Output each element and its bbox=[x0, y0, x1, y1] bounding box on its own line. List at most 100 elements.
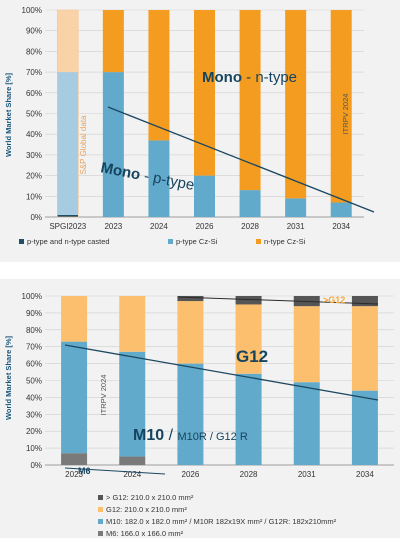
chart-1-itrpv-note: ITRPV 2024 bbox=[341, 94, 350, 135]
legend-label: p-type and n-type casted bbox=[27, 237, 110, 246]
bar-segment bbox=[235, 304, 262, 374]
y-tick-label: 0% bbox=[30, 461, 42, 470]
legend-swatch bbox=[98, 495, 103, 500]
m10-label: M10 / M10R / G12 R bbox=[133, 427, 248, 444]
bar-segment bbox=[177, 363, 204, 465]
chart-1-bars bbox=[56, 9, 352, 218]
y-tick-label: 10% bbox=[26, 192, 42, 201]
y-tick-label: 50% bbox=[26, 110, 42, 119]
mono-n-type-bold: Mono bbox=[202, 69, 242, 86]
bar-segment bbox=[61, 453, 88, 465]
chart-2: 0% 10% 20% 30% 40% 50% 60% 70% 80% 90% 100% 2023 202… bbox=[0, 279, 400, 538]
y-tick-label: 90% bbox=[26, 309, 42, 318]
bar-segment bbox=[194, 10, 215, 176]
y-tick-label: 100% bbox=[22, 292, 42, 301]
legend-label: n-type Cz-Si bbox=[264, 237, 306, 246]
y-tick-label: 70% bbox=[26, 68, 42, 77]
chart-2-y-axis-label: World Market Share [%] bbox=[4, 335, 13, 420]
x-tick-label: 2024 bbox=[123, 470, 141, 479]
gt-g12-trend-line bbox=[177, 296, 379, 305]
bar-segment bbox=[285, 10, 307, 199]
chart-2-gridlines bbox=[45, 295, 394, 466]
bar-segment bbox=[235, 296, 262, 305]
y-tick-label: 70% bbox=[26, 343, 42, 352]
m10-sep: / bbox=[164, 427, 177, 444]
chart-1: 0% 10% 20% 30% 40% 50% 60% 70% 80% 90% 100% SPGI202… bbox=[0, 0, 400, 262]
legend-label: M6: 166.0 x 166.0 mm² bbox=[106, 529, 184, 538]
y-tick-label: 80% bbox=[26, 47, 42, 56]
chart-1-ticks: 0% 10% 20% 30% 40% 50% 60% 70% 80% 90% 100% SPGI202… bbox=[22, 6, 351, 231]
bar-segment bbox=[239, 10, 261, 191]
m6-trend-line bbox=[64, 467, 166, 475]
bar-segment bbox=[235, 373, 262, 465]
source-note: S&P Global data bbox=[79, 115, 88, 175]
y-tick-label: 40% bbox=[26, 393, 42, 402]
bar-segment bbox=[148, 10, 170, 141]
y-tick-label: 90% bbox=[26, 27, 42, 36]
y-tick-label: 30% bbox=[26, 151, 42, 160]
legend-swatch bbox=[256, 239, 261, 244]
y-tick-label: 0% bbox=[30, 213, 42, 222]
chart-2-itrpv-note: ITRPV 2024 bbox=[99, 375, 108, 416]
bar-segment bbox=[61, 296, 88, 342]
bar-segment bbox=[61, 341, 88, 454]
legend-label: M10: 182.0 x 182.0 mm² / M10R 182x19X mm… bbox=[106, 517, 337, 526]
x-tick-label: 2031 bbox=[298, 470, 316, 479]
bar-segment bbox=[119, 351, 146, 457]
y-tick-label: 30% bbox=[26, 410, 42, 419]
x-tick-label: 2031 bbox=[287, 222, 305, 231]
bar-outline bbox=[56, 9, 79, 218]
bar-segment bbox=[239, 190, 261, 217]
m10-rest: M10R / G12 R bbox=[177, 431, 247, 443]
bar-segment bbox=[57, 72, 79, 215]
bar-segment bbox=[119, 296, 146, 352]
bar-segment bbox=[148, 140, 170, 217]
g12-trend-line bbox=[64, 344, 379, 401]
legend-label: p-type Cz-Si bbox=[176, 237, 218, 246]
x-tick-label: 2024 bbox=[150, 222, 168, 231]
chart-2-ticks: 0% 10% 20% 30% 40% 50% 60% 70% 80% 90% 100% 2023 202… bbox=[22, 292, 375, 479]
bar-segment bbox=[293, 382, 320, 465]
x-tick-label: 2028 bbox=[241, 222, 259, 231]
mono-n-type-rest: - n-type bbox=[242, 69, 297, 86]
bar-segment bbox=[177, 296, 204, 302]
bar-segment bbox=[194, 175, 215, 217]
bar-segment bbox=[330, 10, 352, 203]
legend-swatch bbox=[98, 519, 103, 524]
chart-2-bars bbox=[61, 296, 378, 465]
m10-bold: M10 bbox=[133, 427, 164, 444]
x-tick-label: 2034 bbox=[356, 470, 374, 479]
mono-n-type-label: Mono - n-type bbox=[202, 69, 297, 86]
y-tick-label: 50% bbox=[26, 377, 42, 386]
g12-label: G12 bbox=[236, 347, 268, 366]
x-tick-label: 2023 bbox=[104, 222, 122, 231]
bar-segment bbox=[57, 214, 79, 217]
legend-swatch bbox=[98, 531, 103, 536]
x-tick-label: 2023 bbox=[65, 470, 83, 479]
bar-segment bbox=[351, 390, 378, 465]
x-tick-label: 2026 bbox=[182, 470, 200, 479]
legend-swatch bbox=[98, 507, 103, 512]
y-tick-label: 80% bbox=[26, 326, 42, 335]
bar-segment bbox=[102, 72, 124, 217]
bar-segment bbox=[351, 306, 378, 391]
bar-segment bbox=[330, 202, 352, 217]
y-tick-label: 60% bbox=[26, 89, 42, 98]
bar-segment bbox=[102, 10, 124, 73]
y-tick-label: 100% bbox=[22, 6, 42, 15]
bar-segment bbox=[285, 198, 307, 217]
legend-label: > G12: 210.0 x 210.0 mm² bbox=[106, 493, 194, 502]
y-tick-label: 10% bbox=[26, 444, 42, 453]
y-tick-label: 40% bbox=[26, 130, 42, 139]
chart-2-legend: > G12: 210.0 x 210.0 mm² G12: 210.0 x 210… bbox=[98, 493, 337, 538]
bar-segment bbox=[57, 10, 79, 73]
legend-swatch bbox=[168, 239, 173, 244]
legend-swatch bbox=[19, 239, 24, 244]
bar-segment bbox=[351, 296, 378, 307]
p-type-trend-line bbox=[107, 106, 375, 213]
x-tick-label: 2026 bbox=[196, 222, 214, 231]
y-tick-label: 60% bbox=[26, 360, 42, 369]
bar-segment bbox=[293, 306, 320, 383]
